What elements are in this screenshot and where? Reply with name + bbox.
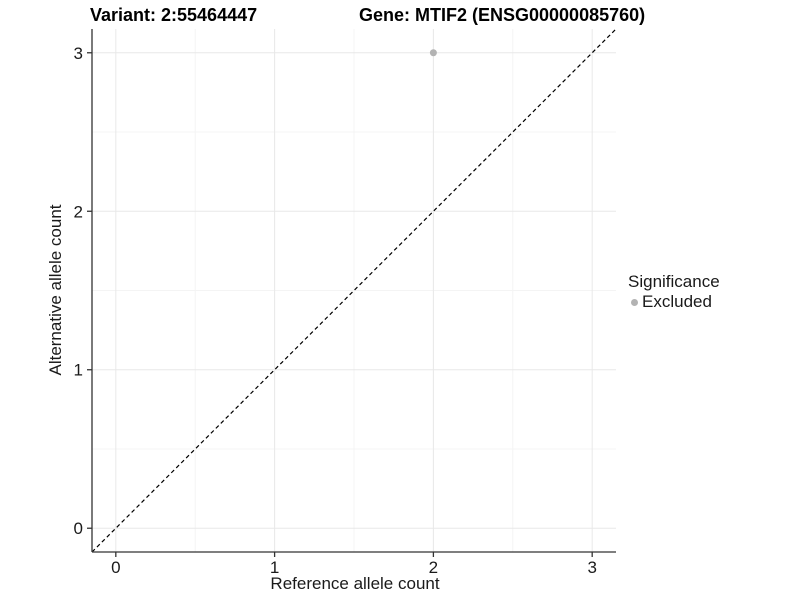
x-tick-label: 2 bbox=[429, 558, 438, 577]
y-axis-label: Alternative allele count bbox=[46, 204, 65, 376]
legend-title: Significance bbox=[628, 272, 720, 291]
legend-item-label: Excluded bbox=[642, 292, 712, 311]
y-tick-label: 2 bbox=[74, 202, 83, 221]
x-tick-label: 0 bbox=[111, 558, 120, 577]
x-tick-label: 3 bbox=[587, 558, 596, 577]
plot-title-variant: Variant: 2:55464447 bbox=[90, 5, 258, 25]
y-tick-label: 3 bbox=[74, 44, 83, 63]
legend-item-excluded: Excluded bbox=[628, 292, 720, 312]
plot-title-gene: Gene: MTIF2 (ENSG00000085760) bbox=[359, 5, 646, 25]
excluded-point-swatch-icon bbox=[631, 298, 638, 306]
identity-line bbox=[91, 28, 617, 553]
data-point-excluded bbox=[429, 49, 437, 57]
x-axis-label: Reference allele count bbox=[270, 574, 440, 593]
y-tick-label: 1 bbox=[74, 361, 83, 380]
y-tick-label: 0 bbox=[74, 519, 83, 538]
x-tick-label: 1 bbox=[270, 558, 279, 577]
legend: Significance Excluded bbox=[628, 272, 720, 312]
